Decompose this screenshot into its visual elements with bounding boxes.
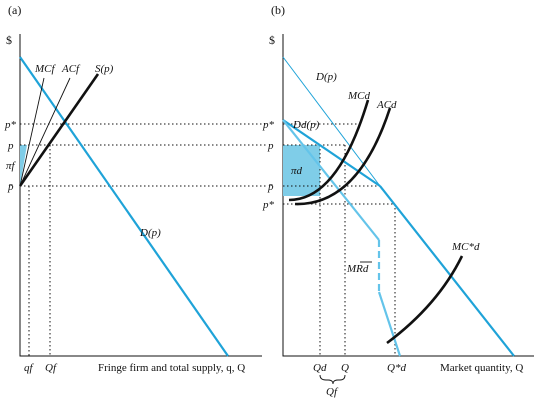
panel-a-mc-f-label: MCf bbox=[34, 63, 57, 75]
panel-a-profit-area bbox=[20, 145, 27, 186]
panel-a-x-axis-label: Fringe firm and total supply, q, Q bbox=[98, 362, 245, 374]
panel-b-profit-area bbox=[283, 145, 320, 196]
panel-b-pi-d-label: πd bbox=[291, 165, 303, 177]
panel-b-mr-lower bbox=[377, 291, 402, 357]
panel-a-ac-f-label: ACf bbox=[61, 63, 81, 75]
panel-b-p-label: p bbox=[267, 140, 274, 152]
panel-a-mc-f-curve bbox=[19, 77, 45, 187]
panel-b-demand-label: D(p) bbox=[315, 71, 337, 83]
panel-b-axes bbox=[282, 34, 534, 357]
panel-a-label: (a) bbox=[8, 3, 21, 17]
panel-a-pi-f-label: πf bbox=[6, 160, 17, 172]
panel-a-supply-curve bbox=[18, 73, 100, 187]
panel-b-Qf-brace bbox=[319, 374, 346, 385]
panel-b-p-star-low-label: p* bbox=[262, 199, 275, 211]
panel-a-supply-label: S(p) bbox=[95, 63, 114, 75]
panel-a-qf-label: qf bbox=[24, 362, 35, 374]
panel-b-Qd-label: Qd bbox=[313, 362, 327, 374]
panel-b-x-axis-label: Market quantity, Q bbox=[440, 362, 523, 374]
panel-b-Qf-label: Qf bbox=[326, 386, 339, 398]
panel-b-p-star-label: p* bbox=[262, 119, 275, 131]
panel-a-p-star-label: p* bbox=[4, 119, 17, 131]
panel-a-p-label: p bbox=[7, 140, 14, 152]
panel-a-y-axis-label: $ bbox=[6, 33, 12, 47]
panel-a-axes bbox=[19, 34, 262, 357]
panel-a-ac-f-curve bbox=[19, 77, 71, 187]
panel-b-demand-lower bbox=[379, 185, 515, 357]
panel-b-mc-d-label: MCd bbox=[347, 90, 371, 102]
panel-a-p-bar-label: p̄ bbox=[7, 181, 14, 193]
panel-b-mr-d-label: MRd bbox=[346, 263, 369, 275]
panel-b: (b) $ D(p) MCd ACd Dd(p) πd MRd bbox=[262, 3, 534, 398]
panel-b-residual-demand-label: Dd(p) bbox=[292, 119, 320, 131]
panel-a-demand-label: D(p) bbox=[139, 227, 161, 239]
panel-b-mc-d-curve bbox=[288, 99, 370, 202]
panel-b-ac-d-label: ACd bbox=[376, 99, 397, 111]
panel-b-residual-demand bbox=[282, 119, 381, 187]
panel-b-Q-label: Q bbox=[341, 362, 349, 374]
panel-b-label: (b) bbox=[271, 3, 285, 17]
panel-b-mc-d-star-label: MC*d bbox=[451, 241, 480, 253]
panel-a-Qf-label: Qf bbox=[45, 362, 58, 374]
panel-b-mr-upper bbox=[282, 119, 380, 241]
panel-b-p-bar-label: p̄ bbox=[267, 181, 274, 193]
panel-a: (a) $ MCf ACf S(p) D(p) p* p πf p̄ qf Qf… bbox=[4, 3, 268, 374]
panel-b-mc-d-star-curve bbox=[386, 255, 464, 345]
panel-a-demand-curve bbox=[19, 56, 229, 357]
panel-b-ac-d-curve bbox=[294, 107, 392, 206]
panel-b-Qd-star-label: Q*d bbox=[387, 362, 406, 374]
panel-b-y-axis-label: $ bbox=[269, 33, 275, 47]
